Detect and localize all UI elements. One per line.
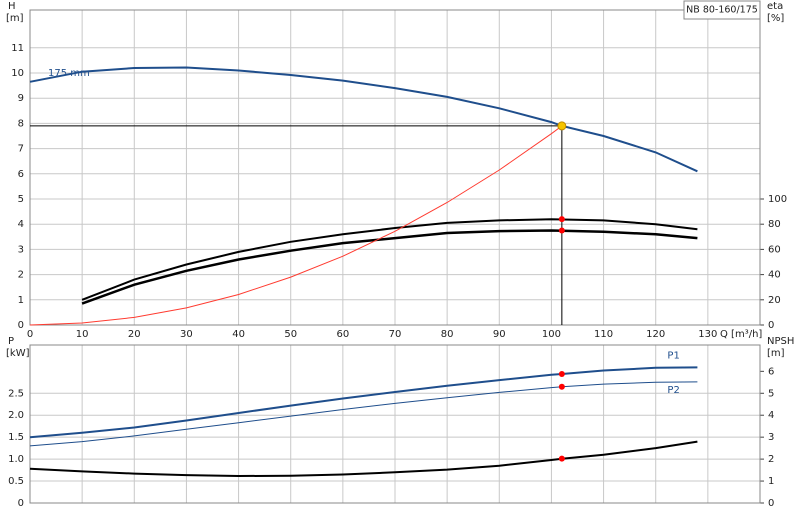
y2-tick-label: 60 xyxy=(768,244,781,255)
y2-tick-label: 40 xyxy=(768,270,781,281)
x-tick-label: 50 xyxy=(284,329,297,340)
y-tick-label: 8 xyxy=(18,118,24,129)
curve xyxy=(29,381,698,447)
y-tick-label: 1.0 xyxy=(8,454,24,465)
y-axis-unit: [kW] xyxy=(6,348,30,359)
operating-point xyxy=(557,121,567,131)
y2-tick-label: 2 xyxy=(768,454,774,465)
y-axis-unit: [m] xyxy=(6,13,24,24)
y-tick-label: 7 xyxy=(18,144,24,155)
y-axis-label: H xyxy=(8,1,16,12)
y-tick-label: 9 xyxy=(18,93,24,104)
curve xyxy=(29,440,698,478)
series-label: P1 xyxy=(667,350,679,361)
x-tick-label: 130 xyxy=(698,329,717,340)
y2-tick-label: 100 xyxy=(768,194,787,205)
y2-tick-label: 3 xyxy=(768,432,774,443)
operating-point xyxy=(558,370,565,377)
curve xyxy=(81,218,698,301)
x-tick-label: 0 xyxy=(27,329,33,340)
y-tick-label: 2.5 xyxy=(8,388,24,399)
title-box xyxy=(683,0,761,20)
operating-point xyxy=(558,216,565,223)
operating-point xyxy=(558,383,565,390)
y-tick-label: 1 xyxy=(18,295,24,306)
y2-tick-label: 0 xyxy=(768,498,774,509)
y-tick-label: 2 xyxy=(18,270,24,281)
y-tick-label: 2.0 xyxy=(8,410,24,421)
x-tick-label: 20 xyxy=(128,329,141,340)
series-label: P2 xyxy=(667,385,679,396)
curve xyxy=(81,229,698,305)
x-tick-label: 60 xyxy=(336,329,349,340)
chart-title: NB 80-160/175 xyxy=(686,5,758,16)
y-tick-label: 4 xyxy=(18,219,24,230)
y-tick-label: 0.5 xyxy=(8,476,24,487)
x-tick-label: 120 xyxy=(646,329,665,340)
x-tick-label: 80 xyxy=(441,329,454,340)
x-tick-label: 110 xyxy=(594,329,613,340)
y-tick-label: 1.5 xyxy=(8,432,24,443)
x-tick-label: 40 xyxy=(232,329,245,340)
operating-point xyxy=(558,455,565,462)
x-tick-label: 100 xyxy=(542,329,561,340)
x-tick-label: 10 xyxy=(76,329,89,340)
x-tick-label: 30 xyxy=(180,329,193,340)
y-tick-label: 3 xyxy=(18,244,24,255)
y-tick-label: 11 xyxy=(11,43,24,54)
y2-tick-label: 1 xyxy=(768,476,774,487)
y2-tick-label: 4 xyxy=(768,410,774,421)
y2-tick-label: 5 xyxy=(768,388,774,399)
y-tick-label: 0 xyxy=(18,498,24,509)
y2-axis-unit: [%] xyxy=(767,13,784,24)
y2-tick-label: 6 xyxy=(768,366,774,377)
y-tick-label: 5 xyxy=(18,194,24,205)
y2-tick-label: 20 xyxy=(768,295,781,306)
y2-axis-label: NPSH xyxy=(767,336,794,347)
y-axis-label: P xyxy=(8,336,14,347)
x-axis-label: Q [m³/h] xyxy=(720,329,762,340)
y2-tick-label: 0 xyxy=(768,320,774,331)
curve xyxy=(29,125,563,326)
operating-point xyxy=(558,227,565,234)
x-tick-label: 70 xyxy=(389,329,402,340)
plot-frame xyxy=(29,9,761,326)
curve xyxy=(29,366,698,439)
y-tick-label: 6 xyxy=(18,169,24,180)
y-tick-label: 0 xyxy=(18,320,24,331)
y2-axis-label: eta xyxy=(767,1,783,12)
x-tick-label: 90 xyxy=(493,329,506,340)
series-label: 175 mm xyxy=(48,68,90,79)
plot-frame xyxy=(29,344,761,504)
y2-tick-label: 80 xyxy=(768,219,781,230)
y2-axis-unit: [m] xyxy=(767,348,785,359)
y-tick-label: 10 xyxy=(11,68,24,79)
curve xyxy=(29,66,698,173)
